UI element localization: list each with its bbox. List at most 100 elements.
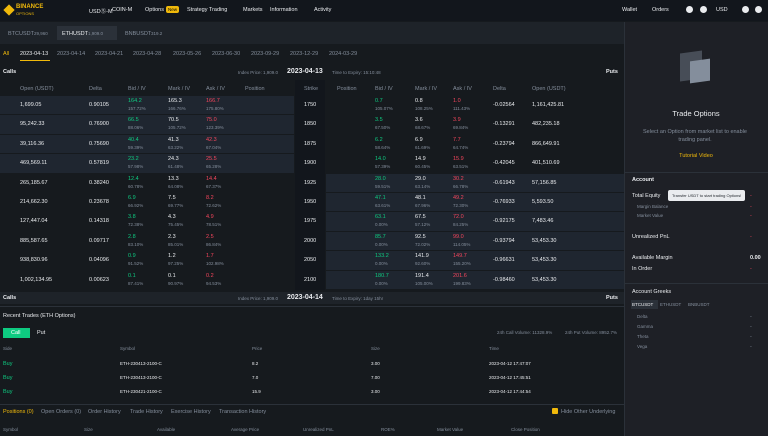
- strike: 1875: [304, 140, 317, 147]
- greek-tab[interactable]: BNBUSDT: [688, 302, 710, 307]
- greeks-title: Account Greeks: [632, 289, 672, 295]
- iv: 123.39%: [206, 125, 224, 131]
- trade-cell: Buy: [3, 375, 13, 381]
- expiry-tab[interactable]: 2023-04-13: [20, 51, 49, 57]
- toggle[interactable]: Put: [37, 330, 46, 336]
- row-bg: [326, 193, 624, 212]
- nav-icon[interactable]: [742, 6, 749, 13]
- tutorial-link[interactable]: Tutorial Video: [679, 153, 713, 159]
- position-tab[interactable]: Open Orders (0): [41, 409, 82, 415]
- expiry-tab[interactable]: 2023-04-14: [57, 51, 86, 57]
- toggle[interactable]: Call: [11, 330, 21, 336]
- logo-text: BINANCE: [16, 4, 44, 10]
- nav-link[interactable]: Wallet: [622, 7, 638, 13]
- underlying-symbol[interactable]: BNBUSDT: [125, 31, 152, 37]
- delta: 0.04096: [89, 257, 109, 264]
- strike: 2050: [304, 257, 317, 264]
- greek-tab[interactable]: ETHUSDT: [660, 302, 682, 307]
- open-interest: 1,002,134.95: [20, 276, 53, 283]
- price: 25.5: [206, 156, 217, 163]
- calls-label: Calls: [3, 295, 17, 301]
- expiry-tab[interactable]: 2023-04-21: [95, 51, 124, 57]
- separator: [0, 306, 624, 307]
- expiry-tab[interactable]: 2023-05-26: [173, 51, 202, 57]
- price: 3.6: [415, 117, 423, 124]
- greek-tab[interactable]: BTCUSDT: [632, 302, 654, 307]
- position-tab[interactable]: Positions (0): [3, 409, 34, 415]
- nav-link[interactable]: Markets: [243, 7, 263, 13]
- underlying-price[interactable]: 29,960: [34, 31, 48, 36]
- volume: 24h Put Volume: 8952.7%: [565, 330, 618, 335]
- row-bg: [0, 96, 294, 115]
- position-tab[interactable]: Transaction History: [219, 409, 267, 415]
- column-header: Symbol: [3, 427, 19, 432]
- expiry-tab[interactable]: All: [3, 51, 10, 57]
- underlying-symbol[interactable]: ETHUSDT: [62, 31, 88, 37]
- nav-link[interactable]: COIN-M: [112, 7, 133, 13]
- price: 67.5: [415, 214, 426, 221]
- expiry-underline: [20, 60, 50, 61]
- price: 30.2: [453, 175, 464, 182]
- iv: 60.78%: [128, 183, 144, 189]
- price: 14.0: [375, 156, 386, 163]
- nav-link[interactable]: Information: [270, 7, 298, 13]
- price: 3.5: [375, 117, 383, 124]
- greek-value: -: [750, 334, 752, 340]
- nav-icon[interactable]: [700, 6, 707, 13]
- position-tab[interactable]: Order History: [88, 409, 121, 415]
- nav-icon[interactable]: [755, 6, 762, 13]
- trade-cell: 8.2: [252, 361, 259, 366]
- iv: 105.07%: [375, 106, 393, 111]
- expiry-tab[interactable]: 2023-12-29: [290, 51, 319, 57]
- greek-label: Gamma: [637, 324, 654, 329]
- calls-label: Calls: [3, 69, 17, 75]
- greek-value: -: [750, 314, 752, 320]
- expiry-tab[interactable]: 2024-03-29: [329, 51, 358, 57]
- nav-icon[interactable]: [686, 6, 693, 13]
- expiry-tab[interactable]: 2023-06-30: [212, 51, 241, 57]
- price: 180.7: [375, 272, 389, 279]
- greek-value: -: [750, 344, 752, 350]
- puts-label: Puts: [606, 69, 618, 75]
- price: 12.4: [128, 175, 139, 182]
- strike-column: [295, 80, 325, 290]
- column-header: Available: [157, 427, 176, 432]
- iv: 94.53%: [206, 280, 222, 286]
- underlying-symbol[interactable]: BTCUSDT: [8, 31, 34, 37]
- open-interest: 885,587.65: [20, 237, 48, 244]
- strike: 2100: [304, 276, 317, 283]
- underlying-price[interactable]: 1,909.0: [88, 31, 104, 36]
- expiry-tab[interactable]: 2023-09-29: [251, 51, 280, 57]
- open-interest: 95,242.33: [20, 121, 45, 128]
- position-tab[interactable]: Exercise History: [171, 409, 211, 415]
- position-tab[interactable]: Trade History: [130, 409, 163, 415]
- price: 40.4: [128, 136, 139, 143]
- hide-other: Hide Other Underlying: [561, 409, 616, 415]
- row-bg: [0, 270, 294, 289]
- underlying-price[interactable]: 319.2: [151, 31, 163, 36]
- account-value: -: [750, 234, 752, 240]
- nav-link[interactable]: USD: [716, 7, 728, 13]
- iv: 0.00%: [375, 280, 388, 286]
- nav-link[interactable]: Activity: [314, 7, 332, 13]
- nav-link[interactable]: Options: [145, 7, 164, 13]
- row-bg: [326, 115, 624, 134]
- separator: [0, 404, 624, 405]
- row-bg: [326, 231, 624, 251]
- delta: 0.90105: [89, 102, 109, 108]
- expiry-tab[interactable]: 2023-04-28: [133, 51, 162, 57]
- price: 85.7: [375, 233, 386, 240]
- iv: 57.39%: [375, 164, 391, 170]
- toggle-active: [3, 328, 30, 338]
- delta: 0.09717: [89, 237, 109, 244]
- nav-link[interactable]: Strategy Trading: [187, 7, 228, 13]
- nav-link[interactable]: USDⓈ-M: [89, 9, 113, 15]
- checkbox[interactable]: [552, 408, 558, 414]
- row-bg: [326, 173, 624, 192]
- time-to-expiry: Time to Expiry: 15:10:48: [332, 70, 381, 75]
- column-header: Delta: [493, 86, 506, 92]
- nav-link[interactable]: Orders: [652, 7, 669, 13]
- price: 13.3: [168, 175, 179, 182]
- delta: 0.76900: [89, 121, 109, 128]
- iv: 61.69%: [415, 144, 431, 150]
